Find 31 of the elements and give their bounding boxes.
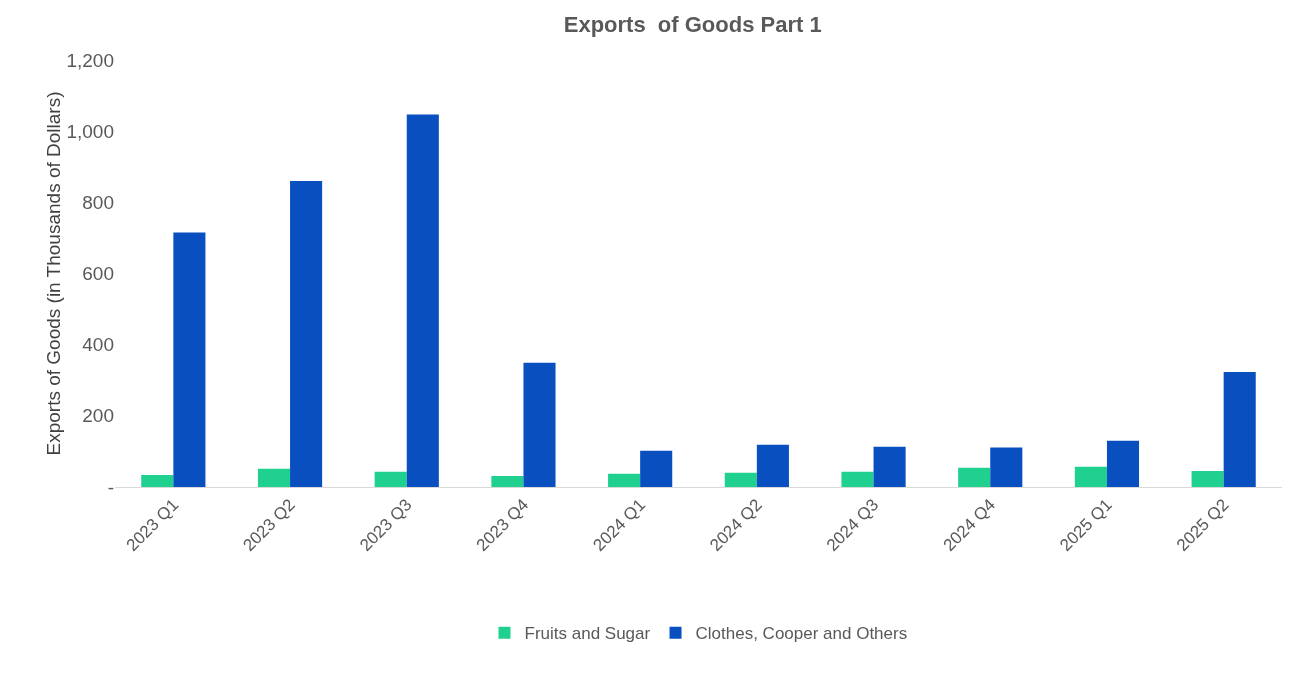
bar (141, 474, 174, 487)
legend-label: Fruits and Sugar (524, 624, 651, 644)
y-tick-label: 1,200 (66, 49, 114, 71)
bar (990, 447, 1023, 487)
bar (406, 114, 439, 487)
bar (724, 472, 757, 487)
y-tick-label: - (107, 476, 114, 498)
bar (1074, 466, 1107, 487)
bar (841, 471, 874, 487)
y-tick-label: 400 (82, 334, 114, 356)
bar (374, 471, 407, 487)
bar (1106, 440, 1140, 487)
y-tick-label: 200 (82, 405, 114, 427)
y-tick-label: 1,000 (66, 120, 114, 142)
bar (491, 475, 524, 487)
bar (958, 467, 991, 487)
y-tick-label: 800 (82, 191, 114, 213)
chart-title: Exports of Goods Part 1 (563, 12, 822, 38)
y-axis-title: Exports of Goods (in Thousands of Dollars) (43, 91, 65, 456)
bar (523, 362, 556, 487)
bar (290, 180, 323, 487)
bar (1223, 372, 1256, 487)
bar (173, 232, 206, 487)
bar (756, 444, 789, 487)
y-tick-label: 600 (82, 263, 114, 285)
bar (257, 468, 291, 487)
bar (1191, 470, 1224, 487)
legend-label: Clothes, Cooper and Others (695, 624, 908, 644)
bar (608, 473, 641, 487)
bar (640, 450, 673, 487)
bar (873, 446, 906, 487)
